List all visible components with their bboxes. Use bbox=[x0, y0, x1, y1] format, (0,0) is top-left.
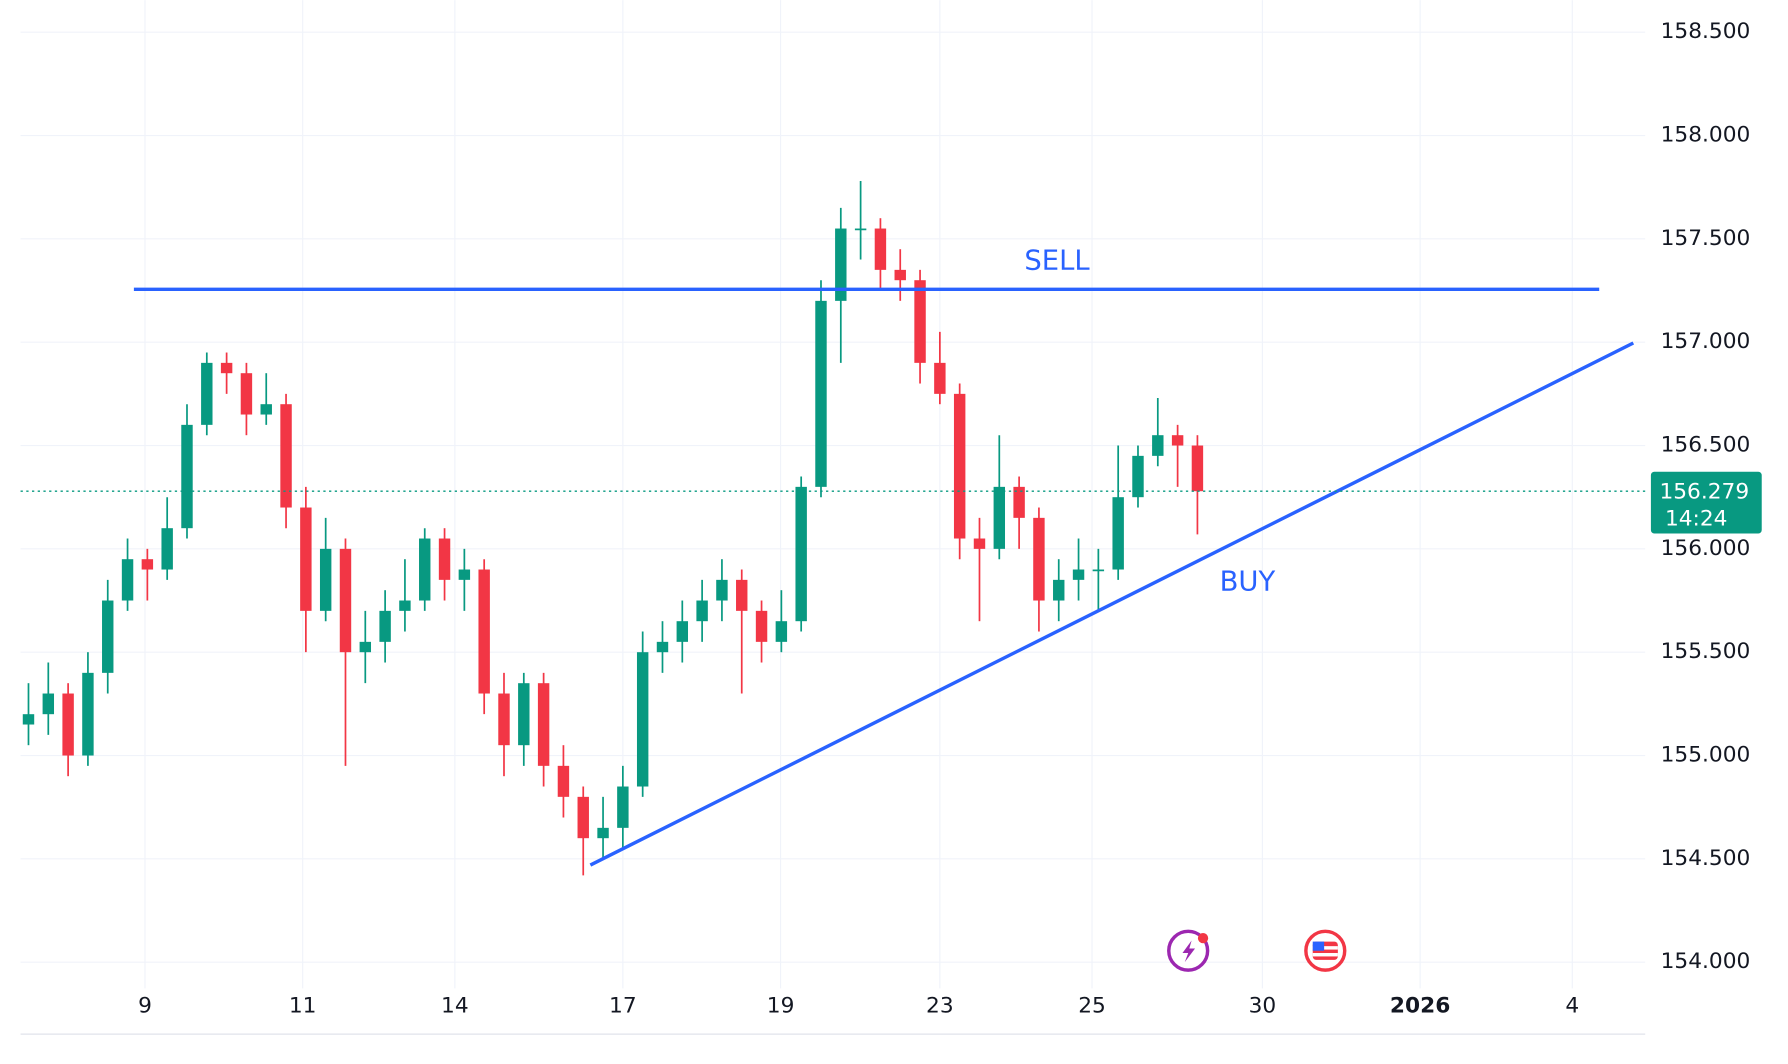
candle-body bbox=[617, 786, 629, 828]
x-tick-label: 30 bbox=[1249, 994, 1277, 1019]
candle-body bbox=[201, 362, 213, 425]
drawings: SELL BUY bbox=[20, 245, 1646, 867]
candle-body bbox=[438, 538, 451, 580]
candle-body bbox=[696, 600, 708, 622]
candle-body bbox=[339, 548, 352, 653]
candle-body bbox=[736, 579, 748, 611]
candle-body bbox=[775, 621, 788, 642]
candle-body bbox=[1191, 445, 1204, 492]
candle-body bbox=[934, 362, 946, 394]
candle-body bbox=[953, 393, 966, 539]
candle-body bbox=[914, 280, 926, 363]
candle-body bbox=[676, 621, 689, 642]
candle-body bbox=[359, 641, 372, 653]
candle-body bbox=[537, 683, 550, 766]
candle-body bbox=[636, 652, 649, 787]
country-event-icon[interactable] bbox=[1304, 929, 1347, 972]
candle-body bbox=[557, 765, 570, 797]
y-tick-label: 158.000 bbox=[1661, 123, 1751, 148]
candle-body bbox=[656, 641, 669, 653]
last-price-tag bbox=[1650, 471, 1762, 534]
x-tick-label: 14 bbox=[441, 994, 469, 1019]
candle-body bbox=[1013, 486, 1025, 518]
candle-body bbox=[835, 228, 847, 301]
candle-body bbox=[82, 672, 94, 756]
candle-body bbox=[716, 579, 728, 601]
axes: 154.000 154.500 155.000 155.500 156.000 156.5… bbox=[138, 19, 1762, 1019]
candle-body bbox=[121, 559, 134, 601]
candle-body bbox=[458, 569, 471, 580]
candle-body bbox=[220, 362, 233, 374]
candle-body bbox=[597, 827, 609, 839]
candle-body bbox=[854, 228, 867, 231]
x-tick-label: 9 bbox=[138, 994, 152, 1019]
candle-body bbox=[1112, 497, 1124, 570]
y-tick-label: 158.500 bbox=[1661, 19, 1751, 44]
y-tick-label: 157.000 bbox=[1661, 329, 1751, 354]
candle-body bbox=[1171, 435, 1184, 446]
candle-body bbox=[755, 610, 768, 642]
candle-body bbox=[102, 600, 114, 673]
candle-body bbox=[795, 486, 807, 622]
candle-body bbox=[42, 693, 55, 715]
candle-body bbox=[894, 269, 906, 281]
candle-body bbox=[1053, 579, 1065, 601]
y-tick-label: 154.500 bbox=[1661, 846, 1751, 871]
countdown-label: 14:24 bbox=[1665, 507, 1727, 532]
y-tick-label: 156.500 bbox=[1661, 433, 1751, 458]
x-tick-label: 2026 bbox=[1390, 994, 1450, 1019]
y-tick-label: 154.000 bbox=[1661, 949, 1751, 974]
line-label: BUY bbox=[1220, 567, 1276, 598]
x-tick-label: 25 bbox=[1078, 994, 1106, 1019]
line-label: SELL bbox=[1024, 245, 1090, 276]
x-tick-label: 4 bbox=[1565, 994, 1579, 1019]
candle-body bbox=[1072, 569, 1085, 580]
candle-body bbox=[1152, 435, 1164, 456]
candles bbox=[22, 180, 1204, 876]
x-tick-label: 19 bbox=[767, 994, 795, 1019]
candle-body bbox=[419, 538, 431, 601]
event-icon[interactable] bbox=[1167, 929, 1210, 972]
candle-body bbox=[319, 548, 332, 611]
candle-body bbox=[498, 693, 510, 746]
x-tick-label: 17 bbox=[609, 994, 637, 1019]
candle-body bbox=[300, 507, 312, 611]
candle-body bbox=[260, 404, 272, 415]
trend-line bbox=[589, 341, 1635, 867]
candle-body bbox=[399, 600, 411, 611]
candle-body bbox=[181, 424, 193, 529]
candle-body bbox=[478, 569, 490, 694]
candle-body bbox=[993, 486, 1006, 549]
candle-body bbox=[1132, 455, 1144, 498]
candle-body bbox=[577, 796, 589, 839]
candle-body bbox=[874, 228, 887, 270]
candle-body bbox=[815, 300, 827, 487]
x-tick-label: 23 bbox=[926, 994, 954, 1019]
x-tick-label: 11 bbox=[289, 994, 317, 1019]
y-tick-label: 155.500 bbox=[1661, 639, 1751, 664]
candle-body bbox=[22, 714, 35, 725]
candle-body bbox=[161, 528, 173, 570]
candle-body bbox=[1033, 517, 1045, 601]
y-tick-label: 157.500 bbox=[1661, 226, 1751, 251]
y-tick-label: 156.000 bbox=[1661, 536, 1751, 561]
candle-body bbox=[379, 610, 391, 642]
candle-body bbox=[141, 559, 154, 570]
candle-body bbox=[62, 693, 74, 756]
candle-body bbox=[973, 538, 986, 549]
candle-body bbox=[280, 404, 292, 508]
candle-body bbox=[1092, 569, 1105, 572]
candle-body bbox=[518, 683, 530, 746]
candle-body bbox=[240, 373, 253, 415]
y-tick-label: 155.000 bbox=[1661, 743, 1751, 768]
last-price-label: 156.279 bbox=[1659, 479, 1749, 504]
